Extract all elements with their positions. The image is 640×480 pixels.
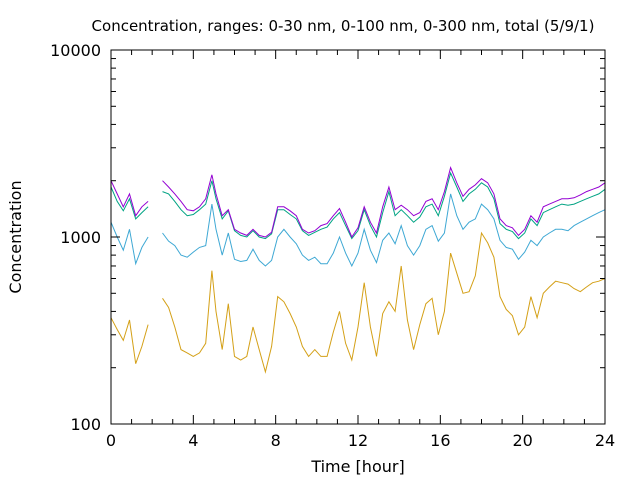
series-layer bbox=[110, 166, 606, 374]
series-line-1 bbox=[110, 231, 606, 374]
y-tick-label: 10000 bbox=[50, 41, 101, 60]
series-line-4 bbox=[110, 166, 606, 239]
x-axis-label: Time [hour] bbox=[310, 457, 404, 476]
ticks-layer: 0 4 8 12 16 20 24 100 1000 10000 bbox=[50, 41, 615, 450]
series-line-3 bbox=[110, 171, 606, 240]
x-tick-label: 12 bbox=[348, 431, 368, 450]
x-tick-label: 8 bbox=[271, 431, 281, 450]
y-axis-label: Concentration bbox=[6, 180, 25, 293]
x-tick-label: 4 bbox=[188, 431, 198, 450]
x-tick-label: 20 bbox=[512, 431, 532, 450]
chart-title: Concentration, ranges: 0-30 nm, 0-100 nm… bbox=[92, 17, 595, 35]
x-tick-label: 24 bbox=[595, 431, 615, 450]
y-tick-label: 100 bbox=[70, 415, 101, 434]
x-tick-label: 16 bbox=[430, 431, 450, 450]
y-tick-label: 1000 bbox=[60, 228, 101, 247]
x-tick-label: 0 bbox=[106, 431, 116, 450]
plot-frame bbox=[110, 49, 606, 425]
